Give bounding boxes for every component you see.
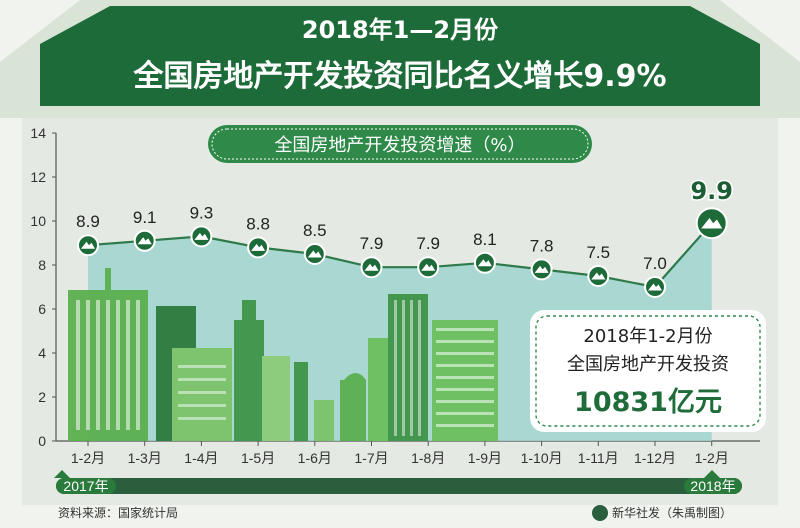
- year-start: 2017年: [63, 478, 108, 494]
- x-tick-label: 1-4月: [184, 450, 218, 466]
- x-tick-label: 1-2月: [695, 450, 729, 466]
- data-point: [587, 265, 610, 287]
- y-tick-label: 2: [38, 389, 46, 405]
- title-line1: 2018年1—2月份: [302, 16, 499, 44]
- info-box: 2018年1-2月份 全国房地产开发投资 10831亿元: [530, 310, 766, 432]
- info-line1: 2018年1-2月份: [583, 326, 712, 347]
- data-point: [530, 258, 553, 281]
- x-tick-label: 1-7月: [354, 450, 388, 466]
- x-ticks: 1-2月 1-3月 1-4月 1-5月 1-6月 1-7月 1-8月 1-9月 1-10月 1-1…: [71, 441, 729, 466]
- xinhua-logo-icon: [592, 505, 608, 521]
- y-tick-label: 6: [38, 301, 46, 317]
- x-tick-label: 1-9月: [468, 450, 502, 466]
- data-label: 8.9: [76, 212, 100, 231]
- data-point: [133, 229, 156, 252]
- x-tick-label: 1-6月: [298, 450, 332, 466]
- data-label: 9.1: [133, 208, 157, 227]
- timeline-start-pointer: [54, 470, 70, 478]
- y-ticks: 0 2 4 6 8 10 12 14: [30, 125, 56, 449]
- y-tick-label: 8: [38, 257, 46, 273]
- timeline-bar: [56, 478, 742, 494]
- timeline-end-pointer: [704, 470, 720, 478]
- data-label: 7.9: [416, 234, 440, 253]
- data-point: [303, 243, 326, 265]
- x-tick-label: 1-5月: [241, 450, 275, 466]
- y-tick-label: 14: [30, 125, 46, 141]
- x-tick-label: 1-10月: [521, 450, 563, 466]
- data-label: 8.5: [303, 221, 327, 240]
- chart-title: 全国房地产开发投资增速（%）: [274, 135, 525, 156]
- x-tick-label: 1-12月: [634, 450, 676, 466]
- timeline: 2017年 2018年: [54, 470, 742, 494]
- credit-text: 新华社发（朱禹制图）: [612, 505, 732, 520]
- data-point: [695, 207, 728, 240]
- y-tick-label: 12: [30, 169, 46, 185]
- y-tick-label: 10: [30, 213, 46, 229]
- data-label: 7.8: [530, 236, 554, 255]
- chart-title-pill: 全国房地产开发投资增速（%）: [208, 125, 592, 163]
- x-tick-label: 1-8月: [411, 450, 445, 466]
- y-tick-label: 4: [38, 345, 46, 361]
- data-label: 9.3: [190, 203, 214, 222]
- data-markers: [77, 207, 728, 298]
- data-label: 7.9: [360, 234, 384, 253]
- data-labels: 8.9 9.1 9.3 8.8 8.5 7.9 7.9 8.1 7.8 7.5 7.0 9.9: [76, 176, 734, 273]
- data-point: [417, 256, 440, 279]
- info-line2: 全国房地产开发投资: [567, 354, 729, 375]
- header: 2018年1—2月份 全国房地产开发投资同比名义增长9.9%: [0, 0, 800, 118]
- pill-background: [208, 125, 592, 163]
- info-value: 10831亿元: [574, 387, 722, 418]
- x-tick-label: 1-11月: [578, 450, 619, 466]
- x-tick-label: 1-2月: [71, 450, 105, 466]
- data-point: [190, 225, 213, 248]
- roof-shape: [40, 6, 760, 106]
- info-box-background: [530, 310, 766, 432]
- buildings-illustration: [68, 268, 498, 441]
- year-end: 2018年: [690, 478, 735, 494]
- data-label: 7.5: [586, 243, 610, 262]
- data-label: 8.1: [473, 230, 497, 249]
- data-point: [644, 276, 666, 298]
- data-point: [473, 251, 496, 274]
- data-point: [77, 234, 99, 257]
- data-label: 9.9: [690, 177, 733, 205]
- data-label: 7.0: [643, 254, 667, 273]
- data-label: 8.8: [246, 214, 270, 233]
- data-point: [360, 256, 383, 279]
- timeline-start-cap: [56, 478, 116, 494]
- timeline-end-cap: [684, 478, 742, 494]
- x-tick-label: 1-3月: [128, 450, 162, 466]
- y-tick-label: 0: [38, 433, 46, 449]
- pill-border: [211, 128, 589, 160]
- source-text: 资料来源：国家统计局: [58, 505, 178, 520]
- data-point: [247, 236, 270, 259]
- title-line2: 全国房地产开发投资同比名义增长9.9%: [132, 59, 666, 94]
